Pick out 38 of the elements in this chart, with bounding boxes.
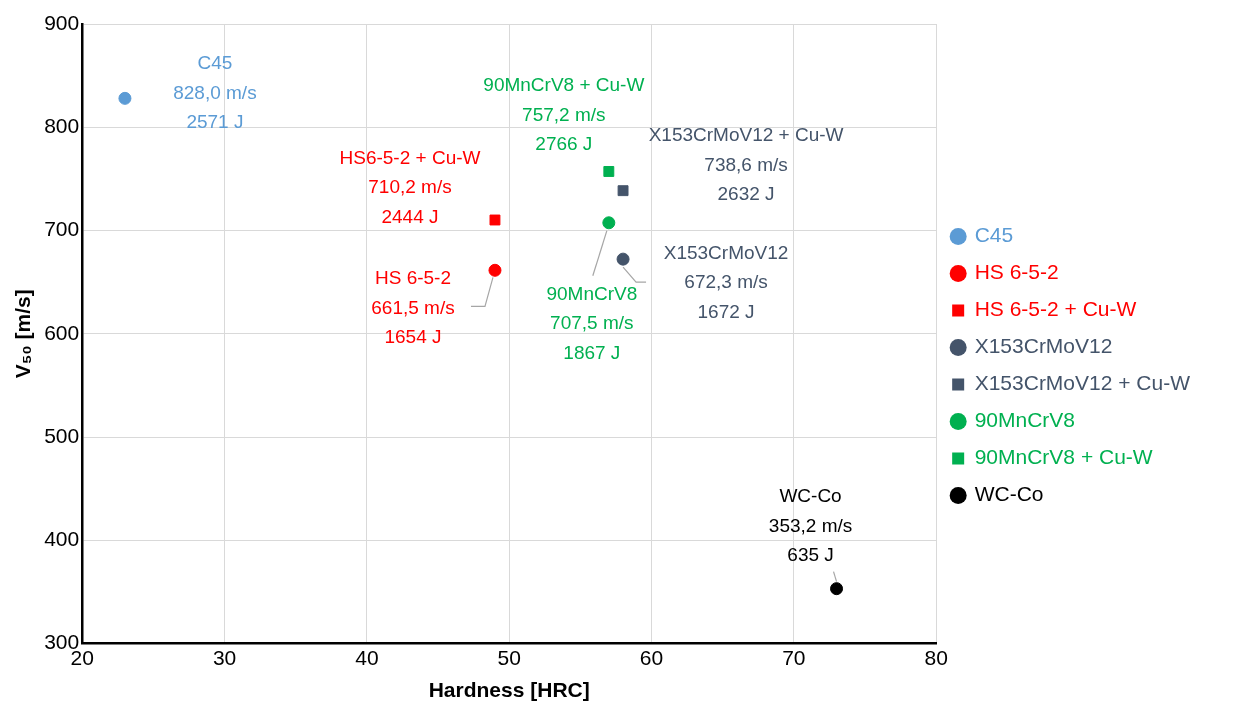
annotation: C45 828,0 m/s 2571 J [173, 52, 257, 133]
y-axis-title: V₅₀ [m/s] [11, 289, 35, 379]
y-tick-label: 800 [44, 114, 80, 138]
point [616, 252, 630, 266]
annotation: X153CrMoV12 672,3 m/s 1672 J [663, 241, 789, 322]
legend-label: C45 [974, 223, 1014, 247]
point [489, 214, 501, 226]
x-tick-label: 40 [355, 646, 379, 669]
annotation: HS 6-5-2 661,5 m/s 1654 J [371, 267, 455, 348]
legend-label: HS 6-5-2 [974, 260, 1059, 284]
point [830, 582, 844, 596]
point [488, 263, 502, 277]
legend-label: 90MnCrV8 + Cu-W [974, 445, 1153, 469]
x-tick-label: 50 [497, 646, 521, 669]
x-axis-title: Hardness [HRC] [428, 678, 590, 702]
x-tick-label: 60 [639, 646, 664, 669]
y-tick-label: 400 [44, 527, 80, 551]
point [118, 91, 132, 105]
legend-label: X153CrMoV12 + Cu-W [974, 371, 1191, 395]
legend-label: HS 6-5-2 + Cu-W [974, 297, 1137, 321]
annotation: HS6-5-2 + Cu-W 710,2 m/s 2444 J [339, 146, 481, 227]
point [617, 185, 629, 197]
x-tick-label: 70 [782, 646, 806, 669]
legend-label: 90MnCrV8 [974, 408, 1076, 432]
annotation: 90MnCrV8 707,5 m/s 1867 J [546, 282, 638, 363]
point [603, 166, 615, 177]
y-tick-label: 600 [44, 320, 80, 344]
legend-label: X153CrMoV12 [974, 334, 1113, 358]
y-tick-label: 500 [44, 423, 80, 447]
y-tick-label: 900 [44, 10, 80, 34]
legend-label: WC-Co [974, 482, 1044, 506]
annotation: X153CrMoV12 + Cu-W 738,6 m/s 2632 J [648, 124, 844, 205]
annotation: WC-Co 353,2 m/s 635 J [768, 485, 853, 566]
y-tick-label: 700 [44, 217, 80, 241]
x-tick-label: 80 [924, 646, 948, 669]
point [602, 216, 616, 230]
x-tick-label: 30 [212, 646, 237, 669]
annotation: 90MnCrV8 + Cu-W 757,2 m/s 2766 J [483, 74, 645, 155]
